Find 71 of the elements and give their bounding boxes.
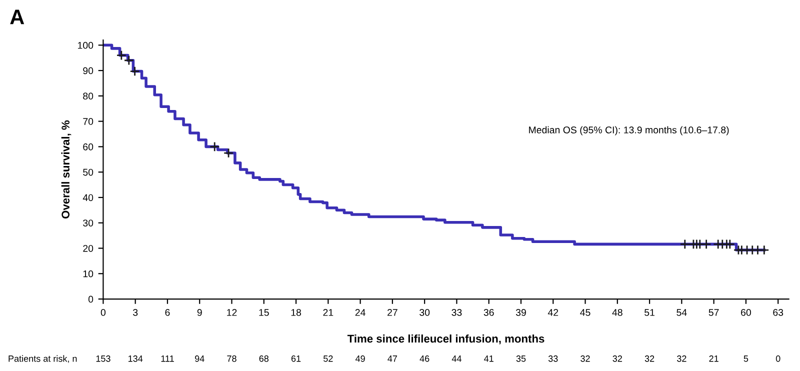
y-tick-label: 80 (83, 92, 94, 100)
y-tick-label: 60 (83, 143, 94, 150)
text: Patients at risk, n (8, 355, 77, 363)
text: 32 (677, 355, 686, 362)
text: 61 (291, 355, 301, 362)
point (210, 142, 220, 152)
y-tick-label: 100 (78, 42, 94, 49)
text: 94 (195, 355, 204, 362)
text: 47 (388, 356, 398, 362)
x-tick-label: 12 (227, 309, 237, 316)
text: 78 (227, 355, 236, 362)
text: 49 (355, 355, 365, 362)
text: 111 (161, 356, 174, 362)
x-tick-label: 27 (388, 309, 398, 316)
y-tick-label: 0 (88, 296, 94, 303)
x-tick-label: 3 (133, 309, 138, 316)
point (124, 55, 134, 66)
point (223, 148, 234, 158)
text: 52 (324, 355, 333, 362)
point (759, 244, 770, 256)
text: 68 (259, 355, 269, 362)
y-tick-label: 70 (83, 118, 94, 125)
y-axis-title: Overall survival, % (61, 120, 72, 218)
x-tick-label: 0 (100, 309, 106, 316)
chart-title: A (10, 10, 24, 24)
text: 32 (644, 355, 654, 362)
y-tick-label: 10 (83, 270, 94, 278)
text: 33 (548, 355, 558, 362)
point (701, 239, 712, 250)
x-tick-label: 45 (580, 309, 590, 316)
x-tick-label: 33 (452, 309, 462, 316)
point (130, 66, 140, 76)
x-tick-label: 24 (355, 309, 366, 316)
point (752, 244, 763, 256)
text: 35 (516, 355, 526, 362)
x-tick-label: 48 (612, 309, 622, 316)
point (694, 239, 705, 250)
x-tick-label: 42 (548, 309, 558, 316)
text: 0 (776, 355, 780, 362)
y-tick-label: 40 (82, 194, 94, 202)
text: 41 (484, 356, 494, 362)
x-tick-label: 21 (323, 309, 334, 316)
text: 32 (580, 355, 590, 362)
annotation: Median OS (95% CI): 13.9 months (10.6–17.8) (529, 126, 729, 136)
y-tick-label: 90 (83, 67, 94, 74)
x-tick-label: 57 (708, 309, 719, 316)
text: 21 (709, 355, 718, 362)
x-tick-label: 36 (484, 309, 494, 316)
x-axis-title: Time since lifileucel infusion, months (347, 334, 544, 344)
x-tick-label: 9 (197, 309, 202, 316)
text: 153 (96, 355, 110, 362)
text: 5 (744, 356, 748, 362)
y-tick-label: 30 (83, 220, 94, 226)
x-tick-label: 18 (291, 309, 302, 316)
x-tick-label: 51 (644, 309, 654, 316)
y-tick-label: 50 (83, 168, 94, 176)
x-tick-label: 60 (741, 309, 751, 316)
x-tick-label: 63 (773, 309, 784, 316)
text: 46 (420, 355, 430, 362)
point (680, 239, 690, 250)
x-tick-label: 15 (259, 309, 269, 316)
point (724, 239, 735, 250)
y-tick-label: 20 (83, 244, 94, 252)
x-tick-label: 6 (165, 309, 170, 316)
text: 44 (452, 356, 462, 362)
text: 32 (612, 355, 622, 362)
x-tick-label: 30 (420, 309, 430, 316)
x-tick-label: 54 (676, 309, 687, 316)
x-tick-label: 39 (516, 309, 526, 316)
point (116, 50, 126, 60)
text: 134 (128, 355, 143, 362)
